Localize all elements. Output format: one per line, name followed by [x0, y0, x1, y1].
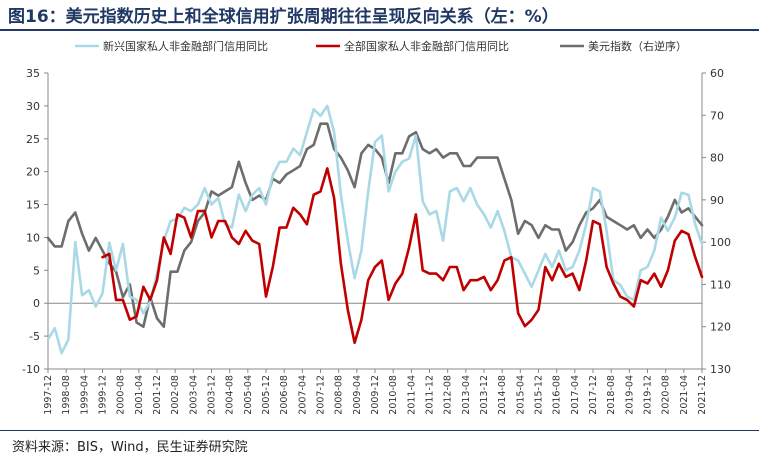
- right-tick-label: 120: [710, 321, 731, 334]
- x-tick-label: 2009-04: [352, 375, 363, 415]
- x-tick-label: 2013-04: [461, 375, 472, 415]
- x-tick-label: 2007-12: [316, 375, 327, 415]
- left-tick-label: -10: [22, 363, 40, 376]
- title-underline: [0, 29, 759, 31]
- footer-rule: [0, 430, 759, 431]
- right-tick-label: 100: [710, 236, 731, 249]
- x-tick-label: 2007-04: [297, 375, 308, 415]
- x-tick-label: 2014-08: [497, 375, 508, 415]
- x-tick-label: 2000-08: [116, 375, 127, 415]
- left-tick-label: 35: [26, 67, 40, 80]
- x-tick-label: 2021-12: [697, 375, 708, 415]
- x-tick-label: 1997-12: [43, 375, 54, 415]
- x-tick-label: 2019-12: [643, 375, 654, 415]
- right-tick-label: 90: [710, 194, 724, 207]
- x-tick-label: 2011-12: [425, 375, 436, 415]
- x-tick-label: 2019-04: [624, 375, 635, 415]
- x-tick-label: 2017-04: [570, 375, 581, 415]
- series-line-1: [101, 167, 704, 344]
- x-tick-label: 2016-08: [552, 375, 563, 415]
- x-tick-label: 2021-04: [679, 375, 690, 415]
- legend-label: 美元指数（右逆序）: [588, 39, 687, 53]
- x-tick-label: 2011-04: [406, 375, 417, 415]
- left-tick-label: 30: [26, 100, 40, 113]
- x-tick-label: 2005-04: [243, 375, 254, 415]
- chart-canvas: 新兴国家私人非金融部门信用同比 全部国家私人非金融部门信用同比 美元指数（右逆序） …: [22, 39, 731, 415]
- x-tick-label: 2002-08: [170, 375, 181, 415]
- x-tick-label: 2004-08: [225, 375, 236, 415]
- right-tick-label: 110: [710, 278, 731, 291]
- x-tick-label: 2015-04: [515, 375, 526, 415]
- right-tick-label: 70: [710, 109, 724, 122]
- source-note: 资料来源：BIS，Wind，民生证券研究院: [12, 440, 248, 455]
- x-tick-label: 2013-12: [479, 375, 490, 415]
- x-tick-label: 2010-08: [388, 375, 399, 415]
- legend-label: 新兴国家私人非金融部门信用同比: [103, 39, 268, 53]
- chart-plot-area: [46, 104, 704, 355]
- x-tick-label: 2009-12: [370, 375, 381, 415]
- x-tick-label: 2008-08: [334, 375, 345, 415]
- x-tick-label: 2017-12: [588, 375, 599, 415]
- x-tick-label: 2015-12: [534, 375, 545, 415]
- x-tick-label: 2003-12: [207, 375, 218, 415]
- left-tick-label: 20: [26, 166, 40, 179]
- x-tick-label: 1998-08: [61, 375, 72, 415]
- x-tick-label: 2006-08: [279, 375, 290, 415]
- x-tick-label: 1999-04: [79, 375, 90, 415]
- x-tick-label: 2005-12: [261, 375, 272, 415]
- right-tick-label: 80: [710, 152, 724, 165]
- left-tick-label: 10: [26, 231, 40, 244]
- right-tick-label: 130: [710, 363, 731, 376]
- left-tick-label: 5: [33, 264, 40, 277]
- left-tick-label: 0: [33, 297, 40, 310]
- right-tick-label: 60: [710, 67, 724, 80]
- chart-axes: -10 -5 0 5 10 15 20 25 30 35 60 70 80 90 100 110 120 130 1…: [22, 67, 731, 415]
- x-tick-label: 2003-04: [188, 375, 199, 415]
- x-tick-label: 2001-12: [152, 375, 163, 415]
- x-tick-label: 2018-08: [606, 375, 617, 415]
- x-tick-label: 2012-08: [443, 375, 454, 415]
- left-tick-label: 25: [26, 133, 40, 146]
- left-tick-label: 15: [26, 199, 40, 212]
- left-tick-label: -5: [29, 330, 40, 343]
- x-tick-label: 2020-08: [661, 375, 672, 415]
- x-tick-label: 1999-12: [98, 375, 109, 415]
- series-line-2: [46, 122, 704, 328]
- legend-label: 全部国家私人非金融部门信用同比: [344, 39, 509, 53]
- chart-title: 图16：美元指数历史上和全球信用扩张周期往往呈现反向关系（左：%）: [8, 7, 559, 27]
- chart-legend: 新兴国家私人非金融部门信用同比 全部国家私人非金融部门信用同比 美元指数（右逆序）: [75, 39, 687, 53]
- x-tick-label: 2001-04: [134, 375, 145, 415]
